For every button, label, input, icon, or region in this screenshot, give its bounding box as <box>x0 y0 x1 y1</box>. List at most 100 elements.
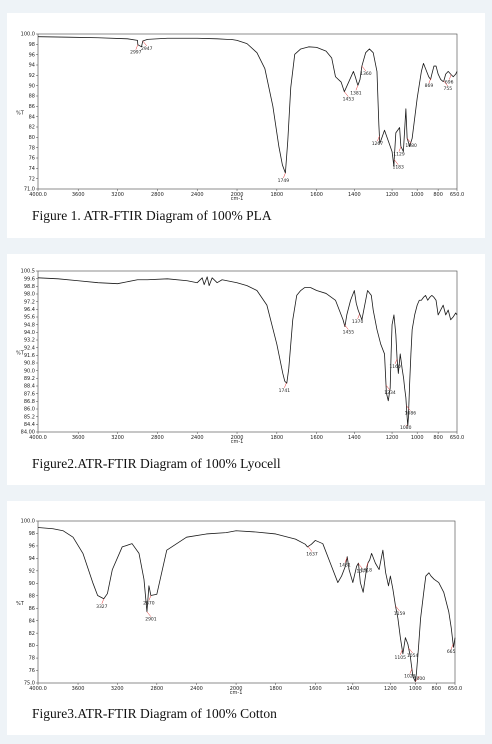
x-tick-label: 1800 <box>269 686 282 692</box>
peak-label: 1054 <box>407 653 419 659</box>
peak-label: 755 <box>444 86 453 92</box>
figure-1-panel: 100.0 98 96 94 92 90 88 86 84 82 80 78 76 74 72 71.0 %T 4… <box>7 13 485 238</box>
x-tick-label: 650.0 <box>448 686 462 692</box>
y-tick-label: 96.4 <box>24 307 35 313</box>
y-tick-label: 100.0 <box>21 32 35 38</box>
peak-leader <box>395 605 400 612</box>
peak-leader <box>415 675 420 682</box>
spectrum-line <box>37 527 456 683</box>
figure-3-caption: Figure3.ATR-FTIR Diagram of 100% Cotton <box>32 706 277 721</box>
peak-leader <box>405 424 408 427</box>
y-tick-label: 86 <box>29 606 35 612</box>
x-tick-label: 2800 <box>150 686 163 692</box>
y-tick-label: 88.4 <box>24 384 35 390</box>
peak-label: 2901 <box>145 617 157 623</box>
x-tick-label: 4000.0 <box>29 435 47 441</box>
y-tick-label: 86.0 <box>24 407 35 413</box>
y-tick-label: 88 <box>29 593 35 599</box>
peak-leader <box>406 138 412 144</box>
y-tick-label: 74 <box>29 166 35 172</box>
peak-label: 1080 <box>400 425 412 431</box>
y-tick-label: 95.6 <box>24 315 35 321</box>
peak-leader <box>428 78 432 84</box>
peak-leader <box>448 74 452 80</box>
peak-leader <box>393 159 399 165</box>
y-tick-label: 76 <box>29 156 35 162</box>
y-tick-label: 96 <box>29 52 35 58</box>
y-tick-label: 98.8 <box>24 284 35 290</box>
figure-2-chart: 100.599.6 98.8 98.097.2 96.4 95.694.8 94.0 93.… <box>16 269 464 445</box>
x-tick-label: 650.0 <box>450 192 464 198</box>
peak-label: 1159 <box>394 611 406 617</box>
y-tick-label: 89.2 <box>24 376 35 382</box>
y-tick-label: 94.0 <box>24 330 35 336</box>
x-tick-label: 3200 <box>111 192 124 198</box>
peak-label: 1086 <box>405 411 417 417</box>
y-tick-label: 97.2 <box>24 299 35 305</box>
peak-label: 1000 <box>414 676 426 682</box>
x-tick-label: 2800 <box>151 192 164 198</box>
peak-label: 2870 <box>143 601 155 607</box>
y-tick-label: 92.4 <box>24 345 35 351</box>
x-tick-label: 2000 <box>231 435 244 441</box>
x-tick-label: 1600 <box>309 686 322 692</box>
peak-label: 1381 <box>350 90 362 96</box>
peak-leader <box>398 146 402 152</box>
peak-label: 1160 <box>389 364 401 370</box>
peak-leader <box>406 405 411 411</box>
peak-label: 2947 <box>141 46 153 52</box>
peak-leader <box>283 172 286 179</box>
x-tick-label: 2400 <box>190 686 203 692</box>
y-tick-label: 100.5 <box>21 269 35 275</box>
figure-1-chart: 100.0 98 96 94 92 90 88 86 84 82 80 78 76 74 72 71.0 %T 4… <box>16 32 464 202</box>
x-tick-label: 1200 <box>384 686 397 692</box>
y-tick-label: 90.8 <box>24 361 35 367</box>
y-tick-label: 82 <box>29 631 35 637</box>
figure-1-caption: Figure 1. ATR-FTIR Diagram of 100% PLA <box>32 208 272 223</box>
peak-leader <box>101 598 105 604</box>
peak-label: 665 <box>447 649 456 655</box>
x-tick-label: 3200 <box>111 435 124 441</box>
x-tick-label: 4000.0 <box>29 192 47 198</box>
y-tick-label: 99.6 <box>24 276 35 282</box>
plot-frame <box>37 270 458 433</box>
x-tick-label: 1600 <box>310 435 323 441</box>
peak-leader <box>394 358 398 364</box>
x-tick-label: 3600 <box>72 435 85 441</box>
x-tick-label: 1400 <box>348 435 361 441</box>
peak-leader <box>400 649 403 655</box>
peak-label: 1234 <box>384 390 396 396</box>
peak-leader <box>443 80 448 87</box>
y-tick-label: 85.2 <box>24 414 35 420</box>
peak-label: 1129 <box>393 152 405 158</box>
plot-frame <box>37 33 458 190</box>
x-tick-label: 1000 <box>409 686 422 692</box>
y-tick-label: 84.00 <box>21 430 35 436</box>
peak-label: 1105 <box>395 655 407 661</box>
x-tick-label: 2800 <box>151 435 164 441</box>
figure-2-caption: Figure2.ATR-FTIR Diagram of 100% Lyocell <box>32 456 281 471</box>
y-tick-label: 100.0 <box>21 519 35 525</box>
peak-leader <box>344 91 349 97</box>
y-tick-label: 98.0 <box>24 292 35 298</box>
y-tick-label: 84 <box>29 618 35 624</box>
y-tick-label: 86.8 <box>24 399 35 405</box>
x-tick-label: 2000 <box>230 686 243 692</box>
peak-leader <box>284 382 287 388</box>
x-tick-label: 1200 <box>386 192 399 198</box>
peak-label: 1637 <box>306 552 318 558</box>
x-tick-label: 1000 <box>411 435 424 441</box>
x-tick-label: 800 <box>433 435 443 441</box>
y-axis-label: %T <box>16 111 25 117</box>
peak-label: 1028 <box>404 674 416 680</box>
x-tick-label: 2000 <box>231 192 244 198</box>
plot-frame <box>37 520 456 684</box>
y-tick-label: 88 <box>29 94 35 100</box>
y-tick-label: 78 <box>29 145 35 151</box>
x-tick-label: 4000.0 <box>29 686 47 692</box>
y-tick-label: 91.6 <box>24 353 35 359</box>
x-axis-label: cm-1 <box>231 439 244 445</box>
y-tick-label: 90 <box>29 83 35 89</box>
x-tick-label: 1400 <box>348 192 361 198</box>
y-tick-label: 93.2 <box>24 338 35 344</box>
